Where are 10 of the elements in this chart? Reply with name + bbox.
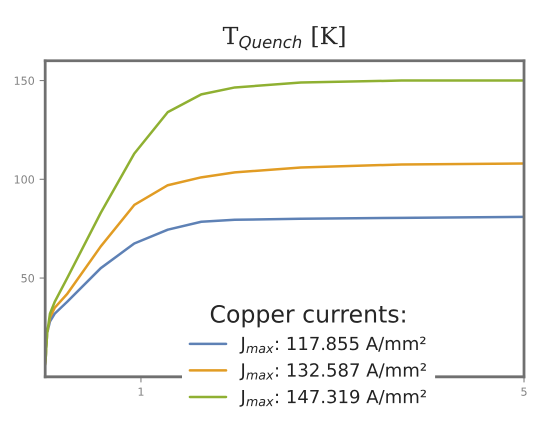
- x-tick-label: 5: [521, 388, 527, 396]
- y-tick-label: 100: [14, 175, 34, 184]
- x-tick-label: 1: [138, 388, 144, 396]
- y-tick-label: 50: [21, 274, 34, 282]
- chart-title: T$_{Quench}$ [K]: [222, 26, 344, 50]
- legend-title: Copper currents:: [210, 305, 405, 328]
- legend-label: J$_{max}$: 117.855 A/mm²: [240, 336, 426, 354]
- y-tick-label: 150: [14, 76, 34, 85]
- legend-label: J$_{max}$: 147.319 A/mm²: [240, 390, 426, 407]
- legend-label: J$_{max}$: 132.587 A/mm²: [240, 363, 426, 380]
